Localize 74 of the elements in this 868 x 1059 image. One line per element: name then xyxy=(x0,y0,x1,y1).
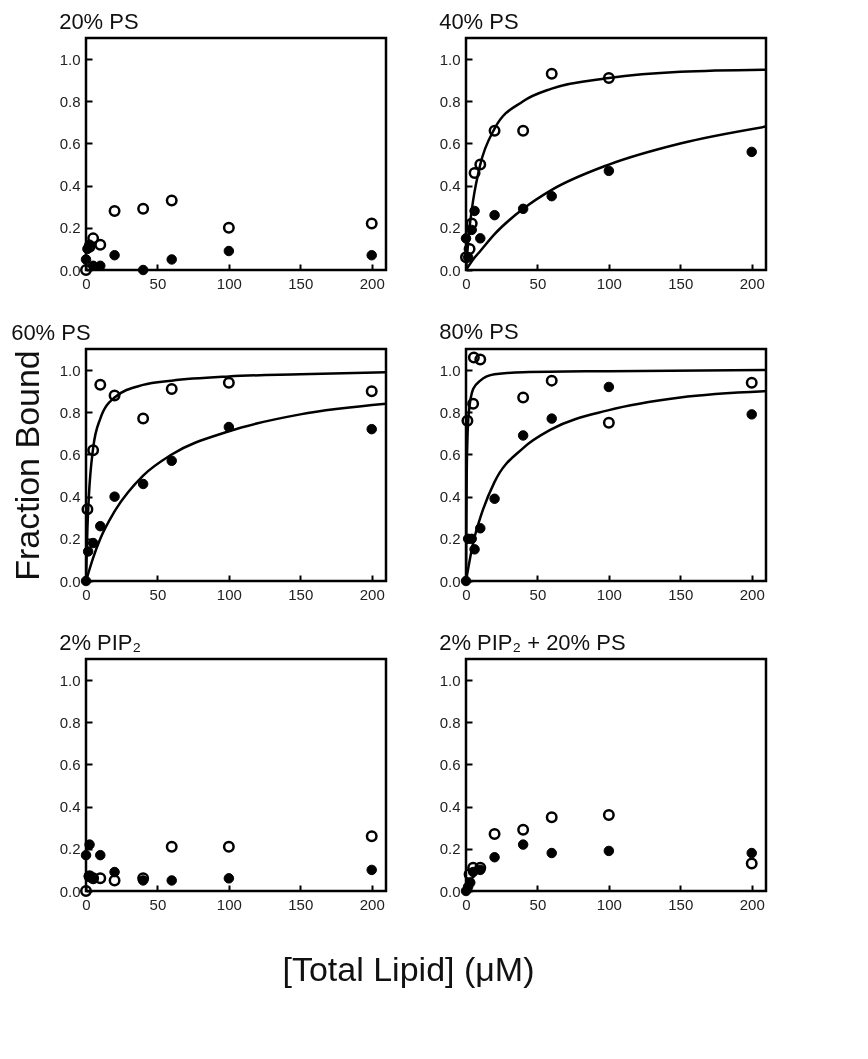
y-tick-label: 0.0 xyxy=(439,261,461,279)
y-tick-label: 0.6 xyxy=(439,134,461,152)
x-tick-label: 0 xyxy=(462,585,471,603)
y-tick-label: 0.6 xyxy=(439,755,461,773)
chart-title: 20% PS xyxy=(59,9,139,34)
x-tick-label: 100 xyxy=(596,274,622,292)
chart-title: 2% PIP₂ + 20% PS xyxy=(439,630,626,655)
x-tick-label: 50 xyxy=(149,274,167,292)
x-tick-label: 50 xyxy=(149,895,167,913)
y-tick-label: 0.8 xyxy=(439,92,461,110)
y-tick-label: 0.4 xyxy=(439,488,461,506)
x-tick-label: 50 xyxy=(529,895,547,913)
x-tick-label: 50 xyxy=(529,585,547,603)
x-tick-label: 150 xyxy=(288,895,314,913)
x-tick-label: 200 xyxy=(359,585,385,603)
chart-title: 40% PS xyxy=(439,9,519,34)
x-tick-label: 200 xyxy=(739,274,765,292)
x-tick-label: 100 xyxy=(216,895,242,913)
y-axis-title: Fraction Bound xyxy=(7,350,46,581)
chart-title: 80% PS xyxy=(439,318,519,344)
y-tick-label: 0.4 xyxy=(439,798,461,816)
y-tick-label: 1.0 xyxy=(439,671,461,689)
chart-title: 60% PS xyxy=(11,320,91,345)
x-tick-label: 150 xyxy=(288,274,314,292)
y-tick-label: 1.0 xyxy=(59,361,81,379)
x-tick-label: 100 xyxy=(216,585,242,603)
y-tick-label: 0.0 xyxy=(59,261,81,279)
x-tick-label: 0 xyxy=(82,895,91,913)
y-tick-label: 0.4 xyxy=(439,177,461,195)
y-tick-label: 0.4 xyxy=(59,798,81,816)
x-tick-label: 100 xyxy=(596,895,622,913)
y-tick-label: 0.8 xyxy=(59,92,81,110)
y-tick-label: 0.0 xyxy=(59,572,81,590)
chart-title: 2% PIP₂ xyxy=(59,630,142,655)
x-tick-label: 100 xyxy=(216,274,242,292)
x-tick-label: 200 xyxy=(359,895,385,913)
y-tick-label: 0.0 xyxy=(59,882,81,900)
x-tick-label: 150 xyxy=(288,585,314,603)
y-tick-label: 1.0 xyxy=(439,50,461,68)
y-tick-label: 0.8 xyxy=(59,403,81,421)
y-tick-label: 0.4 xyxy=(59,488,81,506)
y-tick-label: 0.4 xyxy=(59,177,81,195)
x-tick-label: 150 xyxy=(668,274,694,292)
y-tick-label: 1.0 xyxy=(59,50,81,68)
x-axis-title: [Total Lipid] (μM) xyxy=(282,949,535,988)
y-tick-label: 0.6 xyxy=(59,134,81,152)
x-tick-label: 0 xyxy=(82,585,91,603)
x-tick-label: 0 xyxy=(82,274,91,292)
y-tick-label: 0.2 xyxy=(59,840,81,858)
y-tick-label: 0.8 xyxy=(439,403,461,421)
y-tick-label: 1.0 xyxy=(439,361,461,379)
y-tick-label: 0.6 xyxy=(59,445,81,463)
x-tick-label: 200 xyxy=(739,895,765,913)
y-tick-label: 0.2 xyxy=(59,219,81,237)
x-tick-label: 200 xyxy=(739,585,765,603)
x-tick-label: 0 xyxy=(462,895,471,913)
x-tick-label: 50 xyxy=(529,274,547,292)
y-tick-label: 0.2 xyxy=(59,530,81,548)
x-tick-label: 50 xyxy=(149,585,167,603)
x-tick-label: 200 xyxy=(359,274,385,292)
y-tick-label: 0.8 xyxy=(439,713,461,731)
y-tick-label: 0.8 xyxy=(59,713,81,731)
y-tick-label: 0.0 xyxy=(439,572,461,590)
x-tick-label: 0 xyxy=(462,274,471,292)
y-tick-label: 0.0 xyxy=(439,882,461,900)
x-tick-label: 150 xyxy=(668,895,694,913)
x-tick-label: 150 xyxy=(668,585,694,603)
y-tick-label: 0.2 xyxy=(439,530,461,548)
y-tick-label: 0.2 xyxy=(439,840,461,858)
y-tick-label: 0.2 xyxy=(439,219,461,237)
x-tick-label: 100 xyxy=(596,585,622,603)
y-tick-label: 0.6 xyxy=(59,755,81,773)
y-tick-label: 0.6 xyxy=(439,445,461,463)
y-tick-label: 1.0 xyxy=(59,671,81,689)
